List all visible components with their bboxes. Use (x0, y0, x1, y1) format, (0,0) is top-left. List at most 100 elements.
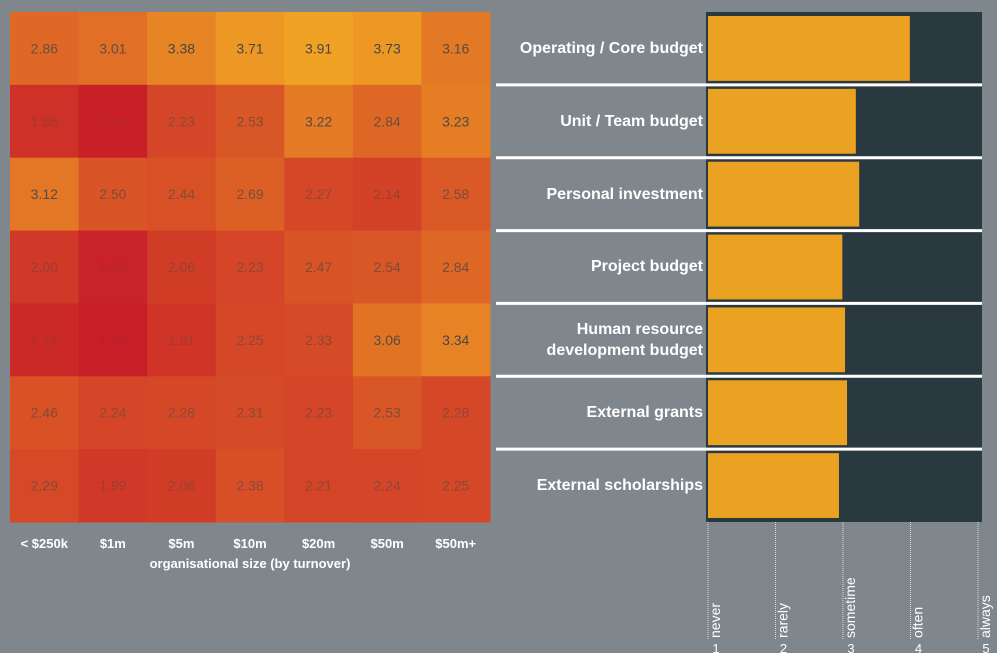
heatmap-cell (10, 449, 80, 523)
cell-label: 3.01 (99, 40, 126, 56)
cell-label: 2.31 (236, 405, 263, 421)
heatmap-cell (10, 230, 80, 304)
cell-label: 2.54 (374, 259, 401, 275)
heatmap-cell (284, 376, 354, 450)
bar (708, 307, 846, 373)
cell-label: 2.47 (305, 259, 332, 275)
tick-name: rarely (775, 603, 791, 638)
cell-label: 3.23 (442, 113, 469, 129)
x-tick-label: 2 (780, 641, 787, 653)
heatmap-cell (352, 376, 422, 450)
heatmap-cell (352, 449, 422, 523)
cell-label: 2.29 (31, 478, 58, 494)
x-tick-label: 5 (982, 641, 989, 653)
heatmap-cell (78, 157, 148, 232)
bar (708, 453, 839, 518)
heatmap-cell (147, 449, 217, 523)
heatmap-cell (215, 12, 285, 86)
cell-label: 2.58 (442, 186, 469, 202)
cell-label: 2.21 (305, 478, 332, 494)
heatmap-cell (421, 230, 491, 304)
heatmap-cell (421, 376, 491, 450)
cell-label: 2.23 (305, 405, 332, 421)
cell-label: 2.86 (31, 40, 58, 56)
cell-label: 1.71 (31, 332, 58, 348)
x-tick-label: $50m (371, 536, 404, 551)
x-axis-label: organisational size (by turnover) (150, 556, 351, 571)
heatmap-cell (421, 12, 491, 86)
heatmap-cell (147, 230, 217, 304)
tick-name: never (707, 603, 723, 638)
heatmap-cell (352, 12, 422, 86)
cell-label: 1.51 (99, 332, 126, 348)
cell-label: 1.85 (31, 113, 58, 129)
x-tick-label: $10m (233, 536, 266, 551)
cell-label: 2.46 (31, 405, 58, 421)
cell-label: 3.91 (305, 40, 332, 56)
heatmap-cell (147, 376, 217, 450)
heatmap-cell (78, 376, 148, 450)
cell-label: 2.06 (168, 259, 195, 275)
row-label: Operating / Core budget (519, 39, 703, 57)
heatmap-cell (78, 230, 148, 304)
cell-label: 2.23 (236, 259, 263, 275)
cell-label: 1.54 (99, 113, 126, 129)
heatmap-cell (284, 84, 354, 159)
tick-name: always (977, 595, 993, 638)
heatmap-cell (147, 157, 217, 232)
cell-label: 2.25 (236, 332, 263, 348)
heatmap-cell (147, 84, 217, 159)
cell-label: 2.27 (305, 186, 332, 202)
heatmap-cell (147, 303, 217, 377)
heatmap-cell (284, 230, 354, 304)
cell-label: 3.71 (236, 40, 263, 56)
tick-name: sometime (842, 577, 858, 638)
bar (708, 161, 860, 227)
heatmap-cell (352, 230, 422, 304)
cell-label: 2.25 (442, 478, 469, 494)
heatmap-cell (10, 12, 80, 86)
heatmap-cell (421, 303, 491, 377)
heatmap-cell (421, 157, 491, 232)
heatmap-cell (10, 84, 80, 159)
cell-label: 3.22 (305, 113, 332, 129)
heatmap-cell (215, 303, 285, 377)
cell-label: 2.28 (168, 405, 195, 421)
cell-label: 3.73 (374, 40, 401, 56)
cell-label: 2.24 (374, 478, 401, 494)
cell-label: 2.00 (31, 259, 58, 275)
heatmap-cell (215, 449, 285, 523)
cell-label: 3.06 (374, 332, 401, 348)
heatmap-cell (147, 12, 217, 86)
heatmap-cell (78, 12, 148, 86)
cell-label: 2.50 (99, 186, 126, 202)
cell-label: 2.53 (236, 113, 263, 129)
heatmap-cell (421, 449, 491, 523)
x-tick-label: $5m (168, 536, 194, 551)
x-tick-label: < $250k (21, 536, 69, 551)
row-label: External scholarships (536, 477, 703, 495)
cell-label: 2.14 (374, 186, 401, 202)
x-tick-label: 4 (915, 641, 922, 653)
bar (708, 380, 848, 446)
cell-label: 3.12 (31, 186, 58, 202)
cell-label: 2.69 (236, 186, 263, 202)
cell-label: 3.38 (168, 40, 195, 56)
bar (708, 234, 843, 300)
heatmap-cell (78, 84, 148, 159)
heatmap-cell (284, 12, 354, 86)
cell-label: 2.84 (442, 259, 469, 275)
bar (708, 88, 856, 154)
heatmap-cell (352, 84, 422, 159)
cell-label: 2.44 (168, 186, 195, 202)
x-tick-label: 3 (847, 641, 854, 653)
cell-label: 2.23 (168, 113, 195, 129)
x-tick-label: $20m (302, 536, 335, 551)
cell-label: 1.99 (99, 478, 126, 494)
heatmap-cell (284, 303, 354, 377)
heatmap-cell (421, 84, 491, 159)
heatmap-cell (215, 376, 285, 450)
heatmap-cell (78, 303, 148, 377)
